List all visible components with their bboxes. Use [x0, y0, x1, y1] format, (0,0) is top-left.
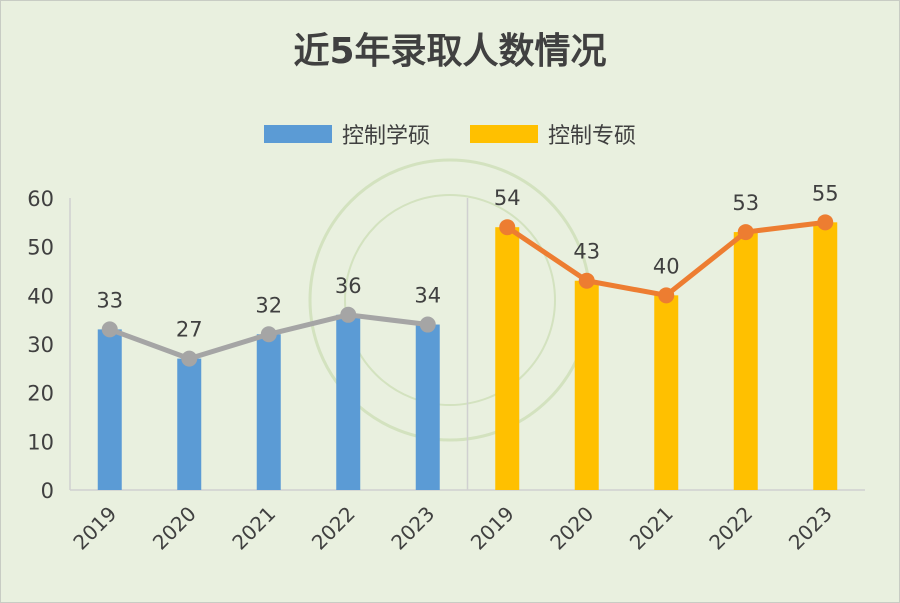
bar	[733, 232, 758, 491]
line-point	[658, 287, 675, 304]
legend-swatch-blue	[263, 125, 332, 143]
x-tick-label: 2023	[784, 502, 837, 555]
x-tick-label: 2019	[466, 502, 519, 555]
data-label: 27	[176, 318, 203, 342]
bar	[97, 329, 122, 490]
data-label: 34	[414, 284, 441, 308]
line-point	[499, 219, 516, 236]
y-tick-label: 0	[41, 479, 54, 503]
data-label: 53	[732, 191, 759, 215]
line-point	[419, 316, 436, 333]
x-tick-label: 2021	[227, 502, 280, 555]
chart-title: 近5年录取人数情况	[293, 31, 607, 72]
line-point	[817, 214, 834, 231]
data-label: 43	[573, 240, 600, 264]
bar	[415, 324, 440, 490]
x-tick-label: 2023	[386, 502, 439, 555]
legend-swatch-yellow	[470, 125, 538, 143]
x-tick-label: 2019	[68, 502, 121, 555]
line-point	[578, 272, 595, 289]
data-label: 33	[96, 288, 123, 312]
line-point	[340, 306, 357, 323]
bar	[654, 295, 679, 490]
data-label: 32	[255, 293, 282, 317]
legend-item-zhuanshuo: 控制专硕	[470, 118, 636, 150]
watermark-seal-inner	[344, 194, 556, 406]
y-tick-label: 10	[27, 430, 54, 454]
x-tick-label: 2020	[545, 502, 598, 555]
bar	[336, 314, 361, 490]
data-label: 54	[494, 186, 521, 210]
bar	[574, 280, 599, 490]
legend-item-xueshuo: 控制学硕	[263, 118, 430, 150]
y-tick-label: 30	[27, 333, 54, 357]
line-point	[737, 224, 754, 241]
legend-label: 控制专硕	[548, 124, 637, 149]
bar	[256, 334, 281, 490]
bar	[495, 227, 520, 490]
data-label: 40	[653, 254, 680, 278]
legend-label: 控制学硕	[341, 124, 430, 149]
y-tick-label: 60	[27, 187, 54, 211]
legend: 控制学硕 控制专硕	[0, 118, 900, 150]
bar	[813, 222, 838, 491]
x-tick-label: 2021	[625, 502, 678, 555]
x-tick-label: 2022	[307, 502, 360, 555]
y-tick-label: 50	[27, 236, 54, 260]
bar	[177, 358, 202, 490]
line-point	[181, 350, 198, 367]
x-tick-label: 2020	[148, 502, 201, 555]
line-point	[260, 326, 277, 343]
line-point	[101, 321, 118, 338]
data-label: 36	[335, 274, 362, 298]
y-tick-label: 20	[27, 382, 54, 406]
y-tick-label: 40	[27, 284, 54, 308]
x-tick-label: 2022	[704, 502, 757, 555]
data-label: 55	[812, 181, 839, 205]
